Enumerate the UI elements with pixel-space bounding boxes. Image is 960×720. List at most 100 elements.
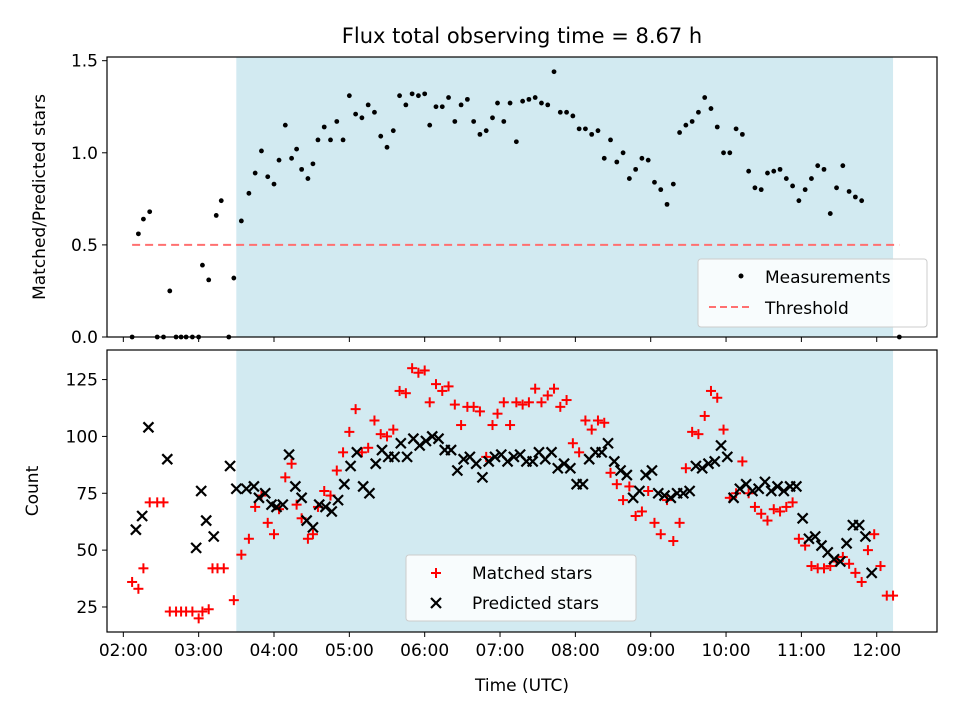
predicted-star-point [734,482,746,495]
matched-star-point [388,424,399,435]
measurement-point [557,109,563,115]
predicted-star-point [369,457,382,470]
predicted-star-point [708,455,721,468]
matched-star-point [356,447,367,458]
predicted-star-point [803,532,815,545]
measurement-point [271,181,277,187]
measurement-point [652,179,657,185]
predicted-star-point [432,432,445,445]
matched-star-point [474,406,485,417]
measurement-point [708,106,714,111]
measurement-point [670,181,676,187]
predicted-star-point [388,451,401,463]
predicted-star-point [771,480,784,493]
matched-star-point [443,381,454,392]
measurement-point [827,211,833,216]
ratio-panel: 0.0 0.5 1.0 1.5 Matched/Predicted stars Mea… [30,52,938,348]
measurement-point [633,166,639,172]
bottom-x-tick-label: 12:00 [852,641,901,661]
predicted-star-point [363,487,376,500]
top-y-ticks: 0.0 0.5 1.0 1.5 [71,52,107,348]
predicted-star-point [501,455,514,468]
matched-star-point [636,506,647,517]
measurement-point [721,150,726,156]
matched-star-point [419,365,430,376]
matched-star-point [655,529,666,540]
matched-star-point [193,613,204,624]
predicted-star-point [577,478,589,490]
measurement-point [739,131,745,137]
predicted-star-point [332,494,344,506]
measurement-point [427,122,433,128]
measurement-point [334,119,340,124]
top-y-tick-label: 1.0 [71,144,98,164]
measurement-point [834,185,839,191]
predicted-star-point [283,448,295,461]
predicted-star-point [702,457,715,470]
predicted-star-point [564,462,577,475]
predicted-star-point [470,457,482,470]
measurement-point [289,155,294,161]
measurement-point [458,102,464,108]
matched-star-point [262,517,273,528]
measurement-point [310,161,316,167]
measurement-point [265,174,271,180]
measurement-point [658,187,664,193]
matched-star-point [592,415,603,426]
matched-star-point [307,529,318,540]
measurement-point [321,124,327,130]
predicted-star-point [621,469,633,481]
top-y-axis-label: Matched/Predicted stars [30,94,50,300]
matched-star-point [542,390,553,401]
predicted-star-point [696,462,708,475]
predicted-star-point [136,510,148,522]
predicted-star-point [834,555,847,568]
measurement-point [384,144,390,150]
matched-star-point [762,515,773,526]
predicted-star-point [395,437,407,450]
predicted-star-point [614,464,627,477]
measurement-point [372,109,377,115]
measurement-point [299,166,305,172]
predicted-star-point [161,453,174,465]
predicted-star-point [595,446,608,459]
bottom-y-ticks: 25 50 75 100 125 [66,371,107,618]
measurement-point [771,168,777,174]
measurement-point [783,176,789,181]
measurement-point [815,163,821,169]
matched-star-point [775,506,786,517]
matched-star-point [869,529,880,540]
matched-star-point [138,563,149,574]
matched-star-point [218,563,229,574]
predicted-star-point [727,492,740,504]
matched-star-point [363,442,374,453]
measurement-point [840,163,846,169]
measurement-point [532,95,538,100]
matched-star-point [850,567,861,578]
matched-star-point [492,408,503,419]
predicted-star-point [426,430,438,443]
predicted-star-point [313,498,325,511]
matched-star-point [687,426,698,437]
predicted-star-point [790,480,803,493]
matched-star-point [517,399,528,410]
matched-star-point [280,472,291,483]
legend-predicted-cross [430,597,442,609]
measurement-point [167,288,173,294]
predicted-star-point [759,476,771,488]
matched-star-point [888,590,899,601]
bottom-legend: Matched stars Predicted stars [405,554,637,622]
matched-star-point [699,410,710,421]
predicted-star-point [552,462,564,475]
matched-star-point [350,404,361,415]
measurement-point [689,119,695,124]
bottom-x-tick-label: 05:00 [325,641,374,661]
measurement-point [639,155,645,161]
bottom-y-tick-label: 100 [66,427,98,447]
measurement-point [340,137,346,143]
measurement-point [328,137,333,143]
matched-star-point [536,397,547,408]
predicted-star-point [646,464,658,477]
predicted-star-point [608,455,621,468]
